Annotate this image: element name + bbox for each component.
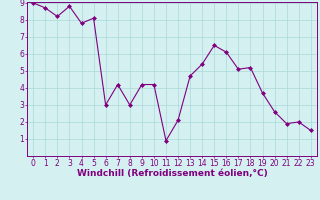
X-axis label: Windchill (Refroidissement éolien,°C): Windchill (Refroidissement éolien,°C)	[76, 169, 268, 178]
